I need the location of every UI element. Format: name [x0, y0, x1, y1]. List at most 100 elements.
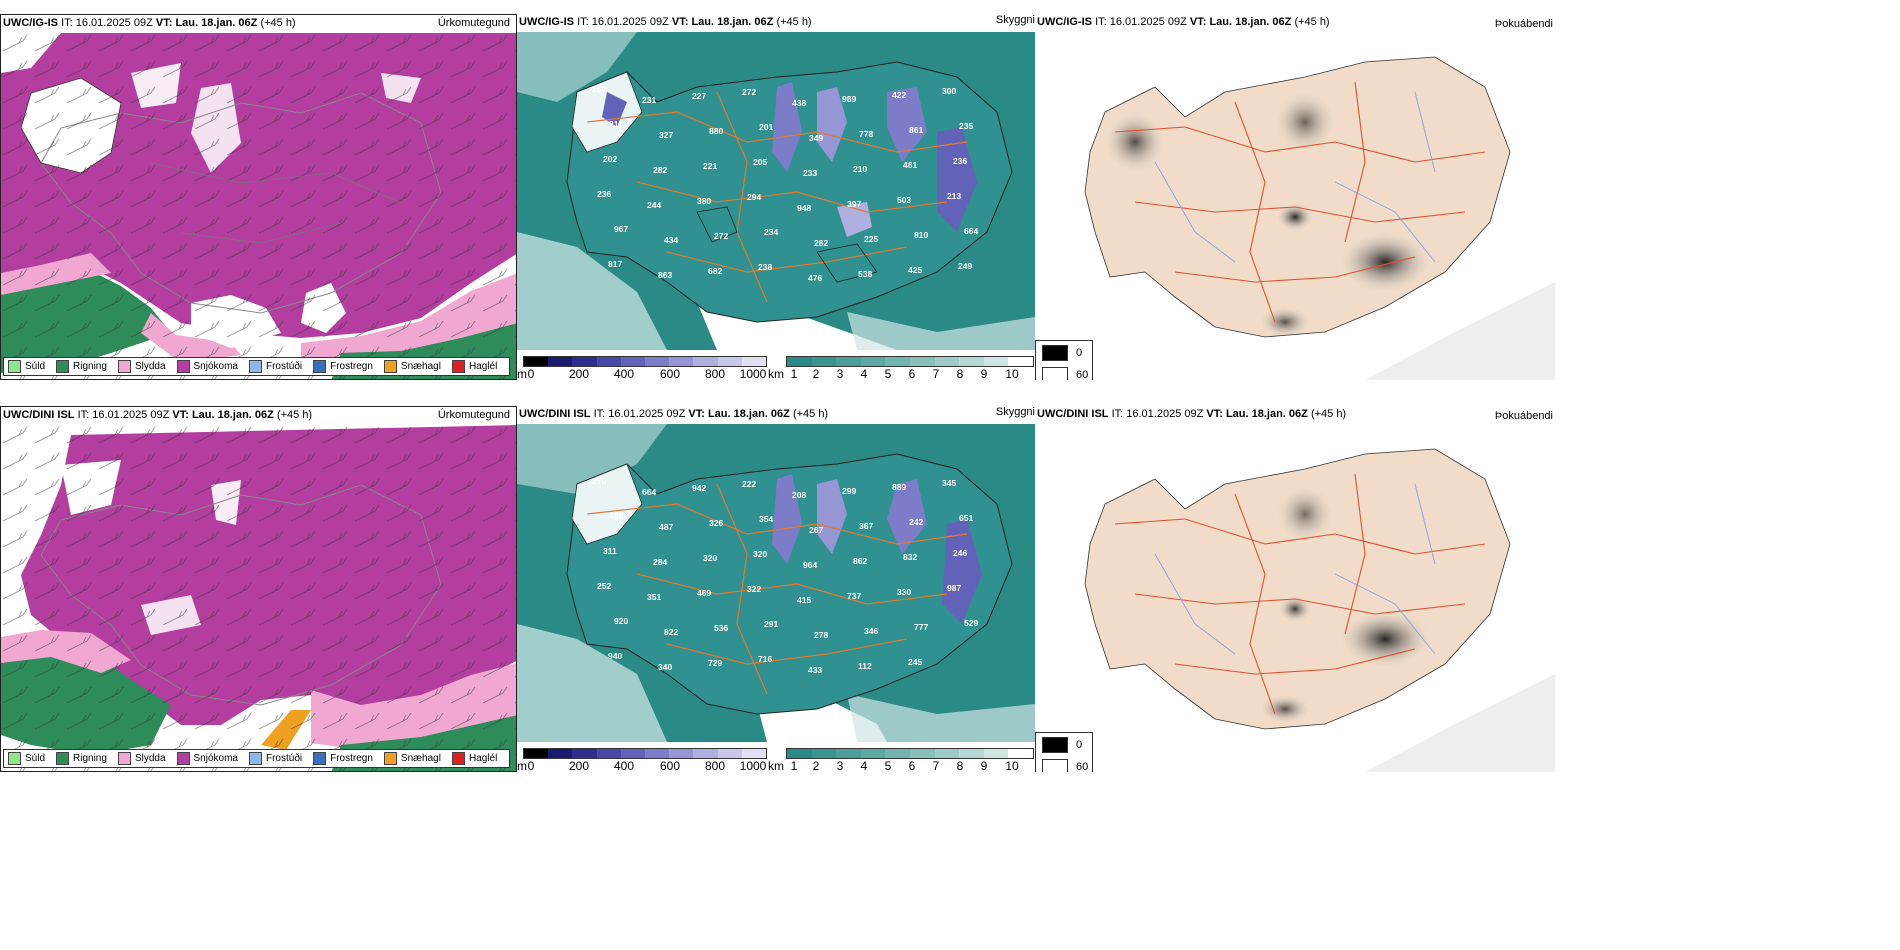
colorbar-segment — [669, 357, 694, 366]
colorbar-segment — [934, 357, 960, 366]
visibility-tick: 4 — [860, 367, 868, 380]
visibility-value-label: 242 — [909, 517, 923, 527]
legend-item-sudd: Súld — [8, 752, 45, 765]
fog-map — [1035, 32, 1555, 380]
visibility-value-label: 351 — [647, 592, 661, 602]
visibility-tick: 7 — [932, 367, 940, 380]
elevation-tick: 400 — [613, 367, 635, 380]
colorbar-segment — [645, 749, 670, 758]
legend-swatch — [8, 752, 21, 765]
visibility-value-label: 682 — [708, 266, 722, 276]
visibility-tick: 7 — [932, 759, 940, 772]
colorbar-segment — [909, 749, 935, 758]
panel-header: UWC/DINI ISL IT: 16.01.2025 09Z VT: Lau.… — [519, 408, 829, 420]
visibility-tick: 9 — [980, 759, 988, 772]
elevation-unit: m — [517, 759, 527, 772]
legend-item-snaehagl: Snæhagl — [383, 360, 441, 373]
visibility-value-label: 817 — [608, 259, 622, 269]
visibility-value-label: 433 — [808, 665, 822, 675]
colorbar-segment — [548, 749, 573, 758]
visibility-tick: 5 — [884, 759, 892, 772]
fog-legend-row: 0 — [1042, 737, 1082, 753]
visibility-value-label: 327 — [659, 130, 673, 140]
visibility-tick: 8 — [956, 367, 964, 380]
visibility-value-labels: 260 231 227 272 438 989 422 300 218 327 880 201 349 7… — [592, 84, 978, 283]
visibility-value-label: 201 — [759, 122, 773, 132]
visibility-value-label: 716 — [758, 654, 772, 664]
visibility-value-label: 810 — [914, 230, 928, 240]
elevation-tick: 1000 — [739, 367, 767, 380]
colorbar-segment — [1008, 749, 1033, 758]
colorbar-segment — [620, 357, 646, 366]
colorbar-segment — [934, 749, 960, 758]
elevation-colorbar: m 0 200 400 600 800 1000 — [517, 356, 777, 380]
elevation-tick: 0 — [527, 367, 535, 380]
visibility-tick: 6 — [908, 367, 916, 380]
visibility-value-label: 233 — [803, 168, 817, 178]
visibility-value-label: 272 — [714, 231, 728, 241]
visibility-value-label: 832 — [903, 552, 917, 562]
fog-swatch — [1042, 367, 1068, 380]
colorbar-segment — [572, 357, 597, 366]
precip-map — [1, 33, 516, 379]
fog-legend: 0 60 — [1035, 340, 1093, 380]
elevation-bar — [523, 356, 767, 367]
elevation-tick: 800 — [704, 759, 726, 772]
precip-legend: Súld Rigning Slydda Snjókoma Frostúði Fr… — [3, 749, 511, 768]
visibility-value-label: 438 — [792, 98, 806, 108]
visibility-value-label: 415 — [797, 595, 811, 605]
visibility-panel-bottom: UWC/DINI ISL IT: 16.01.2025 09Z VT: Lau.… — [517, 406, 1035, 772]
visibility-value-label: 238 — [758, 262, 772, 272]
visibility-value-label: 252 — [597, 581, 611, 591]
panel-title: Þokuábendi — [1494, 18, 1553, 30]
elevation-tick: 400 — [613, 759, 635, 772]
elevation-bar — [523, 748, 767, 759]
visibility-value-label: 354 — [759, 514, 773, 524]
legend-item-frostudi: Frostúði — [248, 360, 302, 373]
visibility-tick: 6 — [908, 759, 916, 772]
legend-item-frostregn: Frostregn — [313, 752, 373, 765]
colorbar-segment — [645, 357, 670, 366]
elevation-unit: m — [517, 367, 527, 380]
visibility-value-label: 861 — [909, 125, 923, 135]
visibility-value-label: 326 — [709, 518, 723, 528]
legend-item-slydda: Slydda — [117, 360, 166, 373]
visibility-value-label: 299 — [842, 486, 856, 496]
colorbar-segment — [693, 357, 718, 366]
visibility-value-label: 245 — [908, 657, 922, 667]
visibility-value-label: 227 — [692, 91, 706, 101]
visibility-value-label: 291 — [764, 619, 778, 629]
elevation-tick: 200 — [568, 759, 590, 772]
visibility-tick: 10 — [1005, 367, 1019, 380]
visibility-value-label: 213 — [947, 191, 961, 201]
colorbar-segment — [741, 749, 767, 758]
visibility-colorbar: km 1 2 3 4 5 6 7 8 9 10 — [768, 748, 1035, 772]
colorbar-segment — [572, 749, 597, 758]
visibility-value-label: 300 — [942, 86, 956, 96]
colorbar-segment — [860, 749, 886, 758]
visibility-value-label: 267 — [809, 525, 823, 535]
colorbar-segment — [548, 357, 573, 366]
visibility-value-label: 434 — [664, 235, 678, 245]
legend-item-rigning: Rigning — [56, 752, 107, 765]
visibility-value-label: 476 — [808, 273, 822, 283]
visibility-value-label: 729 — [708, 658, 722, 668]
legend-swatch — [248, 752, 262, 765]
visibility-value-label: 340 — [658, 662, 672, 672]
colorbar-segment — [983, 749, 1009, 758]
visibility-value-label: 397 — [847, 199, 861, 209]
legend-item-slydda: Slydda — [117, 752, 166, 765]
colorbar-segment — [787, 749, 812, 758]
visibility-value-label: 294 — [747, 192, 761, 202]
fog-swatch — [1042, 737, 1068, 753]
visibility-value-label: 664 — [642, 487, 656, 497]
panel-header: UWC/DINI ISL IT: 16.01.2025 09Z VT: Lau.… — [3, 409, 313, 421]
visibility-value-label: 880 — [709, 126, 723, 136]
elevation-tick: 0 — [527, 759, 535, 772]
legend-item-rigning: Rigning — [56, 360, 107, 373]
visibility-value-label: 536 — [714, 623, 728, 633]
panel-header: UWC/IG-IS IT: 16.01.2025 09Z VT: Lau. 18… — [1037, 16, 1330, 28]
colorbar-segment — [959, 357, 984, 366]
visibility-value-label: 320 — [703, 553, 717, 563]
colorbar-segment — [811, 357, 837, 366]
